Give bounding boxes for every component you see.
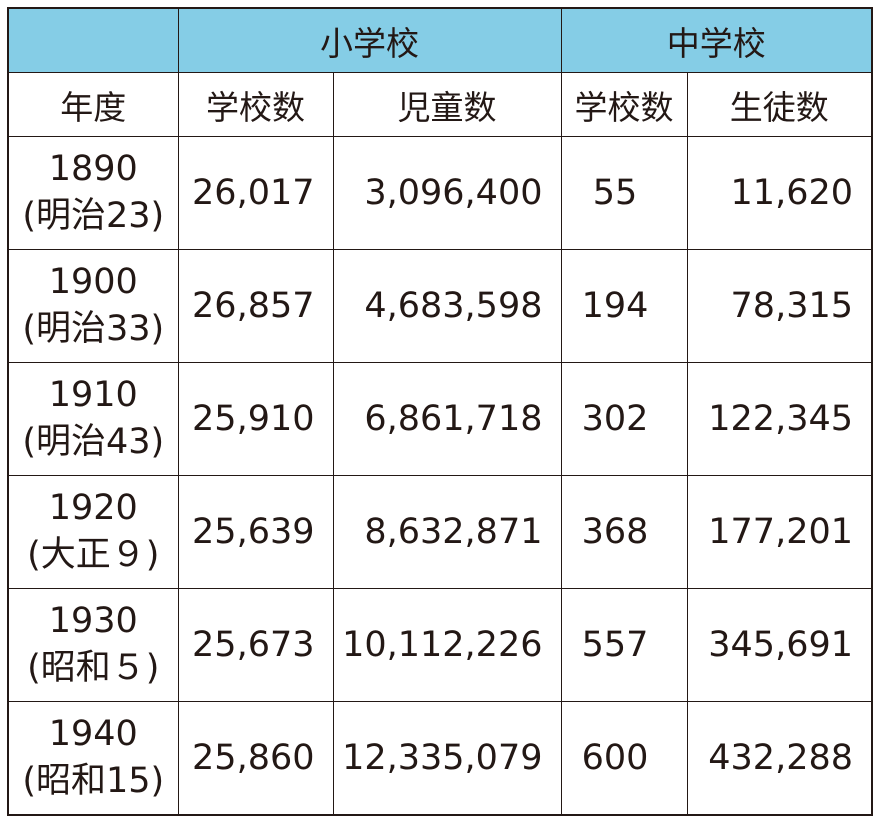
elem-pupils-cell: 10,112,226 xyxy=(332,588,562,702)
elem-pupils-cell: 3,096,400 xyxy=(332,136,562,250)
year-label: 1890 xyxy=(48,148,138,189)
column-header-mid-students: 生徒数 xyxy=(686,72,873,137)
elem-schools-cell: 25,639 xyxy=(177,475,334,589)
mid-schools-cell: 302 xyxy=(560,362,688,476)
year-cell: 1890 (明治23) xyxy=(7,136,179,250)
group-header-elementary: 小学校 xyxy=(177,7,562,73)
mid-students-cell: 432,288 xyxy=(686,701,873,816)
elem-schools-cell: 25,860 xyxy=(177,701,334,816)
era-label: (昭和５) xyxy=(27,648,160,688)
column-header-elem-pupils: 児童数 xyxy=(332,72,562,137)
table-row: 1930 (昭和５) 25,673 10,112,226 557 345,691 xyxy=(7,588,873,702)
table-row: 1890 (明治23) 26,017 3,096,400 55 11,620 xyxy=(7,136,873,250)
corner-cell xyxy=(7,7,179,73)
elem-pupils-cell: 8,632,871 xyxy=(332,475,562,589)
era-label: (明治33) xyxy=(22,309,165,349)
table-row: 1900 (明治33) 26,857 4,683,598 194 78,315 xyxy=(7,249,873,363)
table-row: 1940 (昭和15) 25,860 12,335,079 600 432,28… xyxy=(7,701,873,816)
year-cell: 1920 (大正９) xyxy=(7,475,179,589)
year-cell: 1930 (昭和５) xyxy=(7,588,179,702)
elem-schools-cell: 25,673 xyxy=(177,588,334,702)
table-row: 1920 (大正９) 25,639 8,632,871 368 177,201 xyxy=(7,475,873,589)
mid-students-cell: 78,315 xyxy=(686,249,873,363)
era-label: (明治43) xyxy=(22,422,165,462)
mid-schools-cell: 368 xyxy=(560,475,688,589)
year-label: 1920 xyxy=(48,487,138,528)
mid-schools-cell: 600 xyxy=(560,701,688,816)
column-header-mid-schools: 学校数 xyxy=(560,72,688,137)
era-label: (大正９) xyxy=(27,535,160,575)
era-label: (昭和15) xyxy=(22,761,165,801)
elem-pupils-cell: 4,683,598 xyxy=(332,249,562,363)
mid-students-cell: 345,691 xyxy=(686,588,873,702)
mid-students-cell: 177,201 xyxy=(686,475,873,589)
mid-schools-cell: 194 xyxy=(560,249,688,363)
year-cell: 1910 (明治43) xyxy=(7,362,179,476)
year-cell: 1900 (明治33) xyxy=(7,249,179,363)
elem-schools-cell: 25,910 xyxy=(177,362,334,476)
year-label: 1900 xyxy=(48,261,138,302)
mid-students-cell: 11,620 xyxy=(686,136,873,250)
elem-pupils-cell: 6,861,718 xyxy=(332,362,562,476)
mid-schools-cell: 55 xyxy=(560,136,688,250)
elem-schools-cell: 26,017 xyxy=(177,136,334,250)
column-header-row: 年度 学校数 児童数 学校数 生徒数 xyxy=(7,72,873,137)
table-row: 1910 (明治43) 25,910 6,861,718 302 122,345 xyxy=(7,362,873,476)
year-label: 1940 xyxy=(48,713,138,754)
elem-schools-cell: 26,857 xyxy=(177,249,334,363)
column-header-elem-schools: 学校数 xyxy=(177,72,334,137)
elem-pupils-cell: 12,335,079 xyxy=(332,701,562,816)
school-statistics-table: 小学校 中学校 年度 学校数 児童数 学校数 生徒数 1890 (明治23) 2… xyxy=(7,7,873,816)
mid-students-cell: 122,345 xyxy=(686,362,873,476)
group-header-row: 小学校 中学校 xyxy=(7,7,873,73)
year-label: 1930 xyxy=(48,600,138,641)
era-label: (明治23) xyxy=(22,196,165,236)
year-cell: 1940 (昭和15) xyxy=(7,701,179,816)
mid-schools-cell: 557 xyxy=(560,588,688,702)
column-header-year: 年度 xyxy=(7,72,179,137)
group-header-middle: 中学校 xyxy=(560,7,873,73)
year-label: 1910 xyxy=(48,374,138,415)
